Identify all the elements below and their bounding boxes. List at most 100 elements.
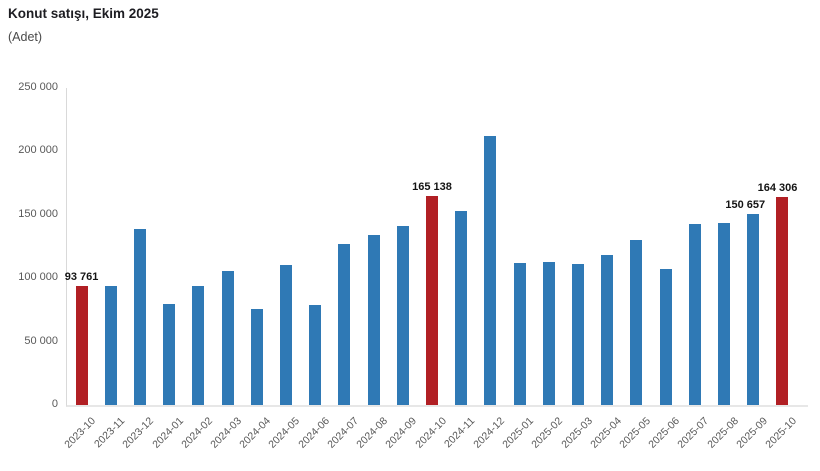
y-tick-label: 100 000 <box>18 271 58 284</box>
bar-2024-01[interactable] <box>163 303 176 405</box>
x-cell: 2024-12 <box>471 410 507 468</box>
x-tick-label: 2025-06 <box>646 415 683 451</box>
bar-cell <box>709 88 738 405</box>
bar-2024-11[interactable] <box>455 211 468 405</box>
chart-subtitle: (Adet) <box>8 30 43 44</box>
x-tick-label: 2024-11 <box>442 415 478 451</box>
bar-cell <box>125 88 154 405</box>
x-cell: 2025-08 <box>705 410 741 468</box>
bar-cell <box>271 88 300 405</box>
bar-2024-12[interactable] <box>484 135 497 405</box>
bar-value-label: 93 761 <box>64 271 99 284</box>
y-tick-label: 200 000 <box>18 144 58 157</box>
plot-area: 93 761 165 138 150 657 164 306 <box>65 88 808 407</box>
bar-value-label: 165 138 <box>412 180 452 193</box>
bar-cell: 93 761 <box>65 88 98 405</box>
bar-2025-02[interactable] <box>542 261 555 405</box>
x-cell: 2024-02 <box>179 410 215 468</box>
bar-cell <box>447 88 476 405</box>
y-tick-label: 250 000 <box>18 81 58 93</box>
bar-cell <box>505 88 534 405</box>
bar-2025-10[interactable]: 164 306 <box>758 182 797 405</box>
y-tick-label: 150 000 <box>18 207 58 220</box>
bar-2024-08[interactable] <box>367 235 380 405</box>
bar-2025-01[interactable] <box>513 262 526 405</box>
bar-2024-04[interactable] <box>250 309 263 405</box>
x-cell: 2024-04 <box>238 410 274 468</box>
bar-cell <box>651 88 680 405</box>
bar-2024-10[interactable]: 165 138 <box>412 181 452 405</box>
x-cell: 2023-12 <box>121 410 157 468</box>
bar-cell <box>330 88 359 405</box>
x-cell: 2024-03 <box>208 410 244 468</box>
bar-cell <box>388 88 417 405</box>
bar-2025-06[interactable] <box>659 268 672 405</box>
bar-cell <box>242 88 271 405</box>
bar-2023-12[interactable] <box>134 229 146 405</box>
bar-2024-09[interactable] <box>396 226 409 405</box>
x-tick-label: 2025-01 <box>500 415 537 451</box>
bar-2023-11[interactable] <box>104 286 117 405</box>
x-tick-label: 2025-07 <box>675 415 712 451</box>
x-cell: 2025-01 <box>500 410 536 468</box>
bar-cell <box>155 88 184 405</box>
x-tick-label: 2024-06 <box>295 415 332 451</box>
x-tick-label: 2024-07 <box>325 415 361 451</box>
x-tick-label: 2024-12 <box>471 415 507 451</box>
x-tick-label: 2023-10 <box>62 415 99 451</box>
bar-2024-03[interactable] <box>221 271 234 405</box>
x-tick-label: 2025-10 <box>763 415 799 451</box>
x-cell: 2024-01 <box>150 410 186 468</box>
bar-2024-06[interactable] <box>309 304 322 405</box>
bar-2023-10[interactable]: 93 761 <box>65 271 98 405</box>
bar-2024-05[interactable] <box>280 264 293 405</box>
x-tick-label: 2025-04 <box>588 415 624 451</box>
x-cell: 2025-05 <box>617 410 653 468</box>
x-cell: 2025-03 <box>559 410 595 468</box>
x-tick-label: 2024-02 <box>179 415 215 451</box>
bar-value-label: 164 306 <box>757 181 798 194</box>
bar-2024-07[interactable] <box>338 243 351 405</box>
bar-2025-04[interactable] <box>601 254 614 405</box>
bar-cell <box>96 88 125 405</box>
bar-2025-07[interactable] <box>688 223 701 405</box>
x-cell: 2025-09 <box>734 410 770 468</box>
bar-2025-08[interactable] <box>718 223 731 405</box>
x-axis: 2023-10 2023-11 2023-12 2024-01 2024-02 2024-… <box>62 410 799 468</box>
bar-cell <box>622 88 651 405</box>
bar-2025-09[interactable]: 150 657 <box>725 199 765 405</box>
x-cell: 2025-02 <box>530 410 566 468</box>
x-cell: 2024-08 <box>354 410 390 468</box>
bar-2025-05[interactable] <box>630 240 643 405</box>
x-tick-label: 2024-05 <box>266 415 303 451</box>
x-tick-label: 2024-01 <box>149 415 186 451</box>
x-tick-label: 2024-10 <box>412 415 449 451</box>
bar-cell <box>359 88 388 405</box>
bar-cell <box>184 88 213 405</box>
chart-title: Konut satışı, Ekim 2025 <box>8 6 159 21</box>
x-cell: 2024-05 <box>267 410 303 468</box>
bar-value-label: 150 657 <box>725 198 766 211</box>
x-tick-label: 2024-08 <box>354 415 391 451</box>
bar-cell: 164 306 <box>758 88 797 405</box>
x-cell: 2023-10 <box>62 410 98 468</box>
x-cell: 2024-07 <box>325 410 361 468</box>
x-tick-label: 2025-05 <box>617 415 653 451</box>
bar-cell <box>213 88 242 405</box>
x-cell: 2023-11 <box>92 410 127 468</box>
bar-cell <box>534 88 563 405</box>
x-cell: 2024-06 <box>296 410 332 468</box>
x-cell: 2024-09 <box>384 410 420 468</box>
x-cell: 2024-10 <box>413 410 449 468</box>
bar-cell <box>301 88 330 405</box>
x-cell: 2025-07 <box>676 410 712 468</box>
x-tick-label: 2024-03 <box>208 415 245 451</box>
x-tick-label: 2025-02 <box>529 415 566 451</box>
x-tick-label: 2023-12 <box>120 415 157 451</box>
x-tick-label: 2025-03 <box>558 415 595 451</box>
bar-2024-02[interactable] <box>192 285 205 405</box>
y-tick-label: 50 000 <box>24 334 58 347</box>
bar-2025-03[interactable] <box>572 264 585 405</box>
x-cell: 2024-11 <box>442 410 478 468</box>
